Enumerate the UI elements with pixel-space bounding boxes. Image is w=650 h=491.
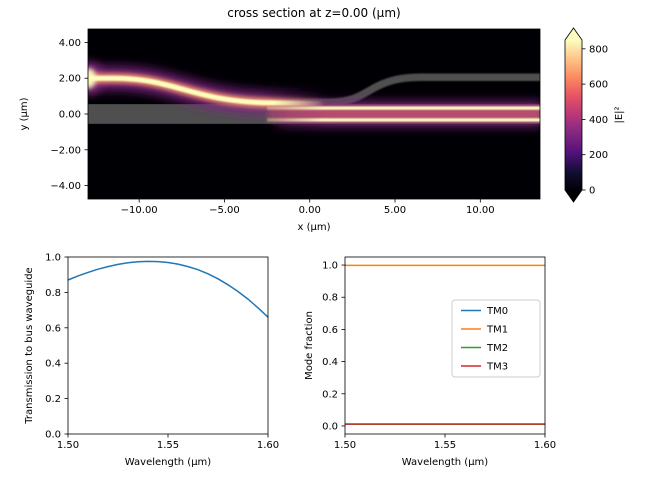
- series-line-transmission: [67, 260, 269, 318]
- colorbar-extend-min: [565, 190, 582, 202]
- transmission-chart-x-tick-label: 1.60: [257, 440, 279, 451]
- colorbar-tick-label: 0: [589, 186, 595, 197]
- top-chart-y-tick-label: −4.00: [50, 181, 81, 192]
- mode-fraction-chart-y-tick-label: 1.0: [322, 261, 338, 272]
- transmission-chart-ylabel: Transmission to bus waveguide: [24, 267, 35, 424]
- transmission-chart-y-tick-label: 0.6: [45, 323, 61, 334]
- colorbar-tick-label: 800: [589, 44, 608, 55]
- top-chart-x-tick-label: −10.00: [121, 205, 158, 216]
- top-chart-title: cross section at z=0.00 (μm): [227, 6, 401, 20]
- mode-fraction-chart-y-tick-label: 0.0: [322, 421, 338, 432]
- mode-fraction-chart-xlabel: Wavelength (μm): [402, 457, 489, 468]
- bend-field-core: [88, 75, 323, 107]
- legend-label-TM1: TM1: [486, 325, 508, 336]
- transmission-chart-y-tick-label: 1.0: [45, 253, 61, 264]
- mode-fraction-chart-x-tick-label: 1.60: [534, 440, 556, 451]
- legend-box: [451, 299, 541, 378]
- mode-fraction-chart-y-tick-label: 0.2: [322, 389, 338, 400]
- transmission-chart-y-tick-label: 0.4: [45, 359, 61, 370]
- colorbar-extend-max: [565, 28, 582, 40]
- mode-fraction-chart-plot-area: [345, 264, 545, 426]
- transmission-chart-xlabel: Wavelength (μm): [125, 457, 212, 468]
- top-chart-y-tick-label: 0.00: [59, 110, 81, 121]
- mode-fraction-chart-y-tick-label: 0.6: [322, 325, 338, 336]
- input-port-spot: [88, 68, 96, 89]
- transmission-chart-x-tick-label: 1.50: [57, 440, 79, 451]
- colorbar-tick-label: 200: [589, 150, 608, 161]
- top-chart-y-tick-label: −2.00: [50, 145, 81, 156]
- top-chart-ylabel: y (μm): [19, 97, 30, 130]
- mode-fraction-chart-ylabel: Mode fraction: [304, 311, 315, 380]
- transmission-chart-spines: [67, 256, 269, 435]
- mode-fraction-chart-y-tick-label: 0.4: [322, 357, 338, 368]
- colorbar: [565, 40, 582, 190]
- legend-label-TM2: TM2: [486, 343, 508, 354]
- bus-field-fill: [267, 105, 540, 123]
- mode-fraction-chart-x-tick-label: 1.55: [434, 440, 456, 451]
- transmission-chart-x-tick-label: 1.55: [157, 440, 179, 451]
- top-chart-x-tick-label: 0.00: [299, 205, 321, 216]
- transmission-chart-y-tick-label: 0.0: [45, 430, 61, 441]
- transmission-chart-plot-area: [67, 260, 269, 318]
- top-chart-x-tick-label: 10.00: [466, 205, 495, 216]
- field-heatmap: [88, 29, 540, 199]
- top-chart-y-tick-label: 2.00: [59, 74, 81, 85]
- legend-label-TM0: TM0: [486, 306, 508, 317]
- top-chart-x-tick-label: −5.00: [209, 205, 240, 216]
- colorbar-tick-label: 600: [589, 80, 608, 91]
- legend-label-TM3: TM3: [486, 362, 508, 373]
- mode-fraction-chart-y-tick-label: 0.8: [322, 293, 338, 304]
- top-chart-y-tick-label: 4.00: [59, 38, 81, 49]
- mode-fraction-chart-x-tick-label: 1.50: [334, 440, 356, 451]
- top-chart-x-tick-label: 5.00: [384, 205, 406, 216]
- transmission-chart-y-tick-label: 0.2: [45, 394, 61, 405]
- colorbar-label: |E|²: [614, 106, 625, 123]
- transmission-chart-y-tick-label: 0.8: [45, 288, 61, 299]
- top-chart-xlabel: x (μm): [297, 222, 330, 233]
- colorbar-tick-label: 400: [589, 115, 608, 126]
